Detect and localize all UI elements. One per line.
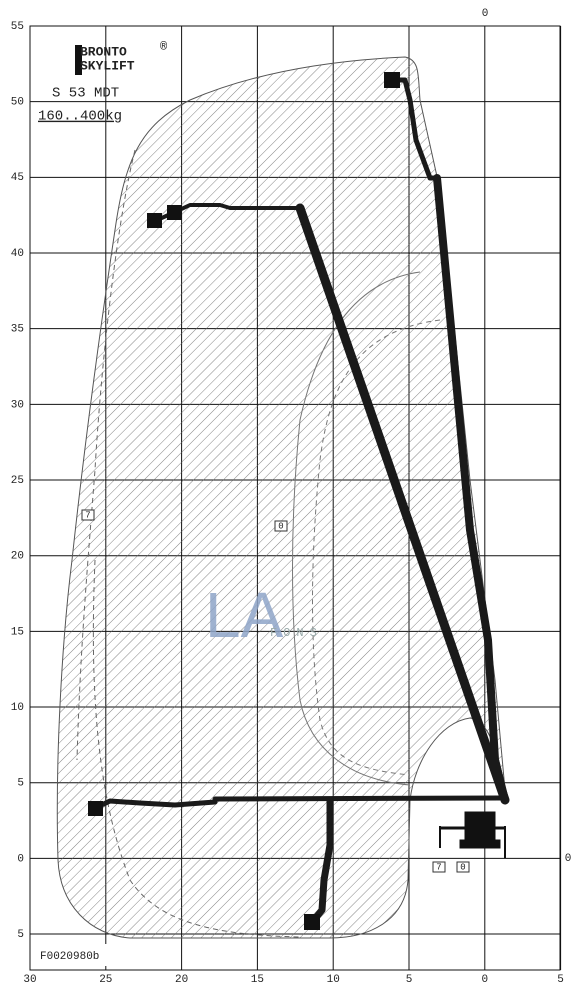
zone-tag-text: 0: [278, 521, 283, 531]
logo-icon: [48, 45, 82, 75]
x-axis-label: 0: [481, 974, 488, 986]
dashed-limit: [92, 559, 301, 938]
zone-tag: 7: [81, 509, 95, 521]
inner-limit: [312, 319, 441, 776]
boom: [92, 795, 503, 811]
logo-text: BRONTO: [80, 44, 127, 59]
x-axis-label: 5: [406, 974, 413, 986]
y-axis-label: 20: [11, 551, 24, 563]
zone-tag-text: 0: [460, 862, 465, 872]
zone-tag: 0: [274, 520, 288, 532]
y-axis-label: 25: [11, 475, 24, 487]
logo-mark: ®: [160, 40, 168, 54]
y-axis-label: 10: [11, 702, 24, 714]
y-axis-label: 30: [11, 399, 24, 411]
x-axis-label: 15: [251, 974, 264, 986]
inner-limit: [292, 271, 421, 786]
code-box: [32, 944, 128, 966]
y-axis-label: 55: [11, 21, 24, 33]
y-axis-label: 40: [11, 248, 24, 260]
y-axis-label: 0: [17, 853, 24, 865]
boom: [389, 77, 440, 181]
watermark-word: FONS: [270, 626, 323, 640]
boom: [310, 796, 334, 924]
logo: BRONTO SKYLIFT ®: [48, 40, 168, 75]
y-axis-label: 45: [11, 172, 24, 184]
x-axis-label: 25: [99, 974, 112, 986]
axis-zero: 0: [482, 8, 489, 20]
watermark: LA: [205, 579, 284, 651]
y-axis-label: 5: [17, 929, 24, 941]
zone-tag-text: 7: [436, 862, 441, 872]
load: 160..400kg: [38, 109, 122, 125]
x-axis-label: 30: [23, 974, 36, 986]
model: S 53 MDT: [52, 86, 119, 102]
boom: [433, 174, 509, 804]
y-axis-label: 35: [11, 324, 24, 336]
zone-tag: 0: [456, 861, 470, 873]
dashed-limit: [76, 149, 136, 761]
y-axis-label: 15: [11, 626, 24, 638]
x-axis-label: 20: [175, 974, 188, 986]
logo-text: SKYLIFT: [80, 58, 135, 73]
zone-tag-text: 7: [85, 510, 90, 520]
x-axis-label: 5: [557, 974, 564, 986]
y-axis-label: 5: [17, 778, 24, 790]
drawing-code: F0020980b: [40, 951, 99, 963]
x-axis-label: 10: [327, 974, 340, 986]
boom: [295, 203, 510, 805]
y-axis-label: 50: [11, 97, 24, 109]
chassis: [439, 811, 506, 858]
zone-tag: 7: [432, 861, 446, 873]
platform: [88, 72, 400, 930]
axis-zero: 0: [565, 853, 572, 865]
